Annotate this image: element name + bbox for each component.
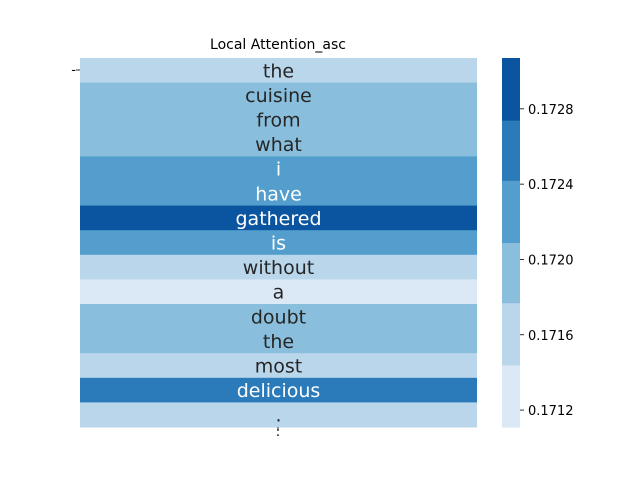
token-label: delicious [237,380,321,402]
colorbar-tick-label: 0.1712 [528,404,574,419]
heatmap-cell [80,279,477,305]
heatmap-cell [80,254,477,280]
heatmap-cell [80,377,477,403]
colorbar-tick-label: 0.1728 [528,103,574,118]
token-label: have [255,183,302,205]
heatmap-cell [80,353,477,379]
colorbar-bin [502,302,520,366]
colorbar-tick-label: 0.1716 [528,329,574,344]
heatmap-cell [80,82,477,108]
heatmap-cell [80,156,477,182]
token-label: what [255,134,302,156]
heatmap-cell [80,181,477,207]
colorbar-bin [502,58,520,121]
token-label: is [271,233,286,255]
token-label: cuisine [245,85,312,107]
heatmap-cell [80,107,477,133]
colorbar-bin [502,364,520,428]
y-tick-label: - [71,63,76,78]
token-label: . [275,405,281,427]
heatmap-cell [80,230,477,256]
token-label: i [276,159,281,181]
heatmap-cell [80,402,477,428]
token-label: doubt [251,306,306,328]
token-label: the [263,60,294,82]
heatmap-cell [80,328,477,354]
x-tick-label: : [276,425,280,440]
token-label: the [263,331,294,353]
colorbar: 0.1712 0.1716 0.1720 0.1724 0.1728 [502,58,574,428]
colorbar-tick-label: 0.1724 [528,178,574,193]
colorbar-bin [502,242,520,304]
token-label: without [243,257,314,279]
token-label: most [255,356,302,378]
heatmap-cell [80,58,477,84]
colorbar-bin [502,120,520,181]
token-label: gathered [235,208,321,230]
chart-title: Local Attention_asc [210,37,346,53]
colorbar-tick-label: 0.1720 [528,253,574,268]
heatmap-cells [80,58,477,428]
heatmap-cell [80,304,477,330]
colorbar-bin [502,180,520,243]
token-label: a [273,282,285,304]
token-label: from [256,110,300,132]
heatmap-cell [80,205,477,231]
heatmap-cell [80,131,477,157]
